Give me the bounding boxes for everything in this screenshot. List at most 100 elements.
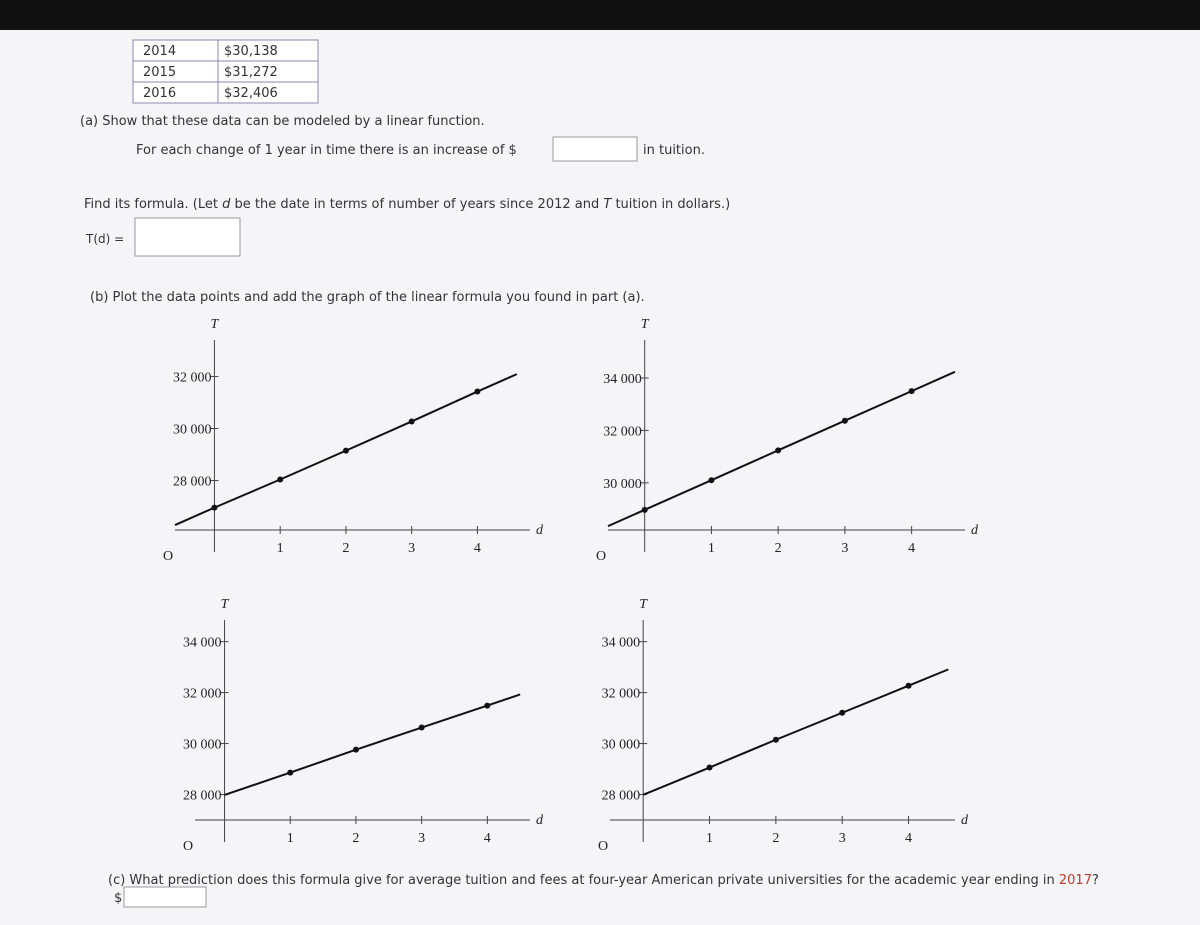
origin-label: O (596, 549, 606, 564)
y-tick-label: 28 000 (173, 475, 212, 490)
y-tick-label: 30 000 (173, 422, 212, 437)
formula-prompt: Find its formula. (Let d be the date in … (84, 197, 730, 212)
table-cell (217, 81, 319, 104)
text: ? (1092, 873, 1099, 888)
origin-label: O (163, 549, 173, 564)
data-point (841, 417, 848, 424)
x-tick-label: 3 (418, 831, 425, 846)
y-tick-label: 32 000 (173, 370, 212, 385)
currency: $ (114, 891, 122, 906)
data-point (839, 709, 846, 716)
table-text: 2016 (143, 86, 176, 101)
x-tick-label: 4 (905, 831, 912, 846)
data-point (352, 746, 359, 753)
y-tick-label: 28 000 (602, 789, 641, 804)
data-point (287, 769, 294, 776)
x-tick-label: 2 (775, 541, 782, 556)
formula-label: T(d) = (85, 232, 124, 246)
x-tick-label: 1 (287, 831, 294, 846)
y-axis-label: T (639, 597, 648, 612)
data-point (908, 388, 915, 395)
part-c-prompt: (c) What prediction does this formula gi… (108, 873, 1099, 888)
y-axis-label: T (221, 597, 230, 612)
x-tick-label: 4 (908, 541, 915, 556)
text: (c) What prediction does this formula gi… (108, 873, 1059, 888)
x-axis-label: d (971, 523, 979, 538)
graph: Td O 1 2 3 4 30 000 32 000 34 000 (596, 317, 979, 564)
y-tick-label: 34 000 (603, 372, 642, 387)
part-a-prompt: (a) Show that these data can be modeled … (80, 114, 485, 129)
data-point (772, 736, 779, 743)
data-point (474, 388, 481, 395)
x-tick-label: 3 (839, 831, 846, 846)
x-axis-label: d (536, 813, 544, 828)
text: tuition in dollars.) (611, 197, 730, 212)
x-tick-label: 2 (352, 831, 359, 846)
data-point (408, 418, 415, 425)
table-text: $30,138 (224, 44, 278, 59)
data-point (211, 504, 218, 511)
graph: Td O 1 2 3 4 28 000 30 000 32 000 34 000 (183, 597, 544, 854)
line-extension (174, 506, 215, 526)
x-axis-label: d (536, 523, 544, 538)
formula-input[interactable] (134, 217, 241, 257)
x-tick-label: 1 (708, 541, 715, 556)
y-tick-label: 30 000 (602, 738, 641, 753)
x-axis-label: d (961, 813, 969, 828)
y-tick-label: 30 000 (183, 738, 222, 753)
prediction-input[interactable] (123, 886, 207, 908)
top-bar (0, 0, 1200, 30)
data-point (342, 447, 349, 454)
y-tick-label: 28 000 (183, 789, 222, 804)
x-tick-label: 2 (772, 831, 779, 846)
year: 2017 (1059, 873, 1092, 888)
text: T (603, 197, 612, 212)
x-tick-label: 3 (408, 541, 415, 556)
text: Find its formula. (Let (84, 197, 222, 212)
x-tick-label: 1 (277, 541, 284, 556)
x-tick-label: 4 (484, 831, 491, 846)
table-text: 2014 (143, 44, 176, 59)
table-text: 2015 (143, 65, 176, 80)
data-table: 2014 $30,138 2015 $31,272 2016 $32,406 (132, 39, 319, 104)
y-tick-label: 34 000 (602, 636, 641, 651)
data-point (277, 476, 284, 483)
x-tick-label: 2 (342, 541, 349, 556)
y-axis-label: T (211, 317, 220, 332)
increase-input[interactable] (552, 136, 638, 162)
increase-prefix: For each change of 1 year in time there … (136, 143, 517, 158)
y-axis-label: T (641, 317, 650, 332)
y-tick-label: 32 000 (602, 687, 641, 702)
data-point (905, 682, 912, 689)
y-tick-label: 34 000 (183, 636, 222, 651)
x-tick-label: 1 (706, 831, 713, 846)
y-tick-label: 32 000 (603, 424, 642, 439)
origin-label: O (598, 839, 608, 854)
x-tick-label: 3 (841, 541, 848, 556)
increase-suffix: in tuition. (643, 143, 705, 158)
line-extension (607, 508, 646, 528)
data-point (418, 724, 425, 731)
part-b-prompt: (b) Plot the data points and add the gra… (90, 290, 645, 305)
origin-label: O (183, 839, 193, 854)
line-extension (477, 373, 518, 393)
line-extension (486, 693, 521, 707)
y-tick-label: 30 000 (603, 477, 642, 492)
data-point (775, 447, 782, 454)
data-point (484, 702, 491, 709)
data-point (641, 506, 648, 513)
table-text: $31,272 (224, 65, 278, 80)
text: be the date in terms of number of years … (230, 197, 603, 212)
line-extension (224, 771, 291, 796)
background (0, 30, 1200, 925)
x-tick-label: 4 (474, 541, 481, 556)
graph: Td O 1 2 3 4 28 000 30 000 32 000 34 000 (598, 597, 969, 854)
y-tick-label: 32 000 (183, 687, 222, 702)
text: d (222, 197, 231, 212)
model-line (709, 684, 909, 769)
line-extension (908, 668, 949, 687)
model-line (289, 704, 488, 774)
